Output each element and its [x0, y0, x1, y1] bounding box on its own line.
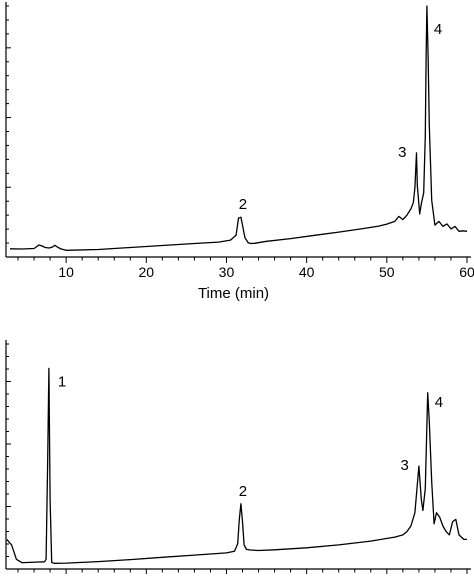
x-tick-label: 60 — [459, 264, 474, 280]
chromatogram-bottom-panel: 1 2 3 4 — [5, 340, 471, 575]
peak-label: 4 — [434, 21, 442, 38]
peak-label: 2 — [239, 483, 247, 500]
x-tick-label: 30 — [219, 264, 235, 280]
x-tick-label: 10 — [58, 264, 74, 280]
peak-label: 4 — [435, 394, 443, 411]
peak-label: 2 — [239, 196, 247, 213]
chromatogram-trace — [9, 5, 468, 251]
x-tick-label: 50 — [379, 264, 395, 280]
chromatogram-top-panel: 10 20 30 40 50 60 Time (min) 2 3 4 — [5, 2, 474, 302]
x-axis-title: Time (min) — [198, 285, 269, 302]
peak-label: 1 — [58, 373, 66, 390]
x-tick-label: 40 — [299, 264, 315, 280]
chromatogram-trace — [6, 367, 467, 564]
x-tick-label: 20 — [139, 264, 155, 280]
peak-label: 3 — [398, 144, 406, 161]
peak-label: 3 — [401, 457, 409, 474]
